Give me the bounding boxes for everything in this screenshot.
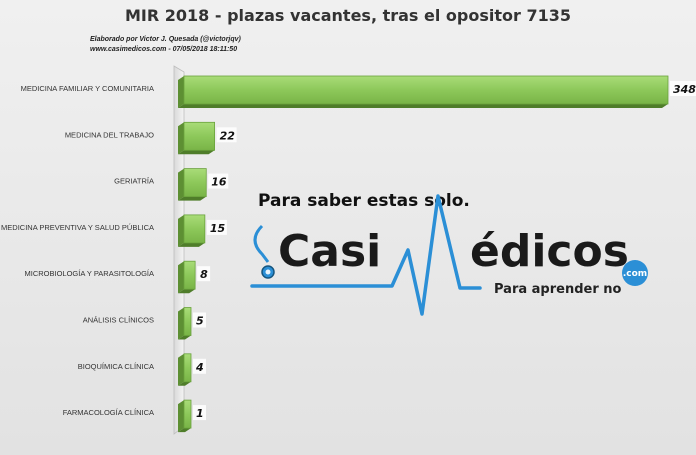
watermark-tagline-top: Para saber estas solo. <box>258 191 470 211</box>
chart-title: MIR 2018 - plazas vacantes, tras el opos… <box>125 6 571 25</box>
bar-side <box>178 307 184 340</box>
category-label: ANÁLISIS CLÍNICOS <box>83 316 154 325</box>
bar-side <box>178 168 184 201</box>
category-label: MEDICINA DEL TRABAJO <box>65 130 154 139</box>
value-label: 4 <box>195 361 204 374</box>
bar-front <box>183 75 669 105</box>
category-label: BIOQUÍMICA CLÍNICA <box>78 362 154 371</box>
value-label-bg <box>193 358 206 374</box>
bar-side <box>178 76 184 108</box>
bar-bottom <box>178 289 196 294</box>
bar <box>178 75 669 108</box>
bar <box>178 121 215 155</box>
bar-side <box>178 122 184 155</box>
category-label: GERIATRÍA <box>114 177 154 186</box>
value-label: 1 <box>196 407 204 420</box>
bar-bottom <box>178 196 207 201</box>
bar-bottom <box>178 381 191 386</box>
category-label: MEDICINA PREVENTIVA Y SALUD PÚBLICA <box>1 223 154 232</box>
bar-bottom <box>178 242 205 247</box>
bar-front <box>183 260 196 290</box>
bar-front <box>183 399 192 429</box>
value-label-bg <box>197 266 211 282</box>
watermark-com-text: .com <box>623 269 647 279</box>
bar-side <box>178 400 184 433</box>
bar-bottom <box>178 150 215 155</box>
bar-bottom <box>178 335 191 340</box>
bar-side <box>178 353 184 386</box>
bar-front <box>183 168 207 198</box>
value-label-bg <box>206 219 227 235</box>
value-label-bg <box>193 312 206 328</box>
category-label: MICROBIOLOGÍA Y PARASITOLOGÍA <box>25 269 155 278</box>
value-label: 15 <box>210 222 226 235</box>
value-label-bg <box>208 173 229 189</box>
watermark-brand-rest: édicos <box>470 226 629 277</box>
bar <box>178 168 207 201</box>
value-label: 348 <box>673 83 696 96</box>
value-label: 16 <box>211 176 227 189</box>
bar-bottom <box>178 428 191 433</box>
watermark-tagline-bottom: Para aprender no <box>494 282 622 297</box>
bar-front <box>183 353 192 383</box>
bar-bottom <box>178 104 668 108</box>
stethoscope-logo-icon <box>253 224 275 279</box>
category-label: FARMACOLOGÍA CLÍNICA <box>63 408 154 417</box>
value-label-bg <box>670 81 696 96</box>
chart-credit-author: Elaborado por Victor J. Quesada (@victor… <box>90 36 241 43</box>
bar <box>178 399 192 433</box>
watermark-brand-casi: Casi <box>278 226 381 277</box>
category-label: MEDICINA FAMILIAR Y COMUNITARIA <box>21 84 154 93</box>
value-label: 22 <box>220 129 236 142</box>
value-label: 8 <box>200 268 208 281</box>
bar-side <box>178 214 184 247</box>
bar <box>178 260 196 294</box>
chart-credit-site: www.casimedicos.com - 07/05/2018 18:11:5… <box>90 46 238 53</box>
bar-front <box>183 121 215 151</box>
value-label: 5 <box>196 315 204 328</box>
watermark-com-badge <box>622 260 648 286</box>
bar-side <box>178 261 184 294</box>
bar-front <box>183 214 206 244</box>
value-label-bg <box>193 405 206 421</box>
bar <box>178 214 206 247</box>
value-label-bg <box>216 127 237 143</box>
bar <box>178 307 192 340</box>
heartbeat-m-icon <box>250 194 482 316</box>
bar-front <box>183 307 192 336</box>
bar <box>178 353 192 386</box>
